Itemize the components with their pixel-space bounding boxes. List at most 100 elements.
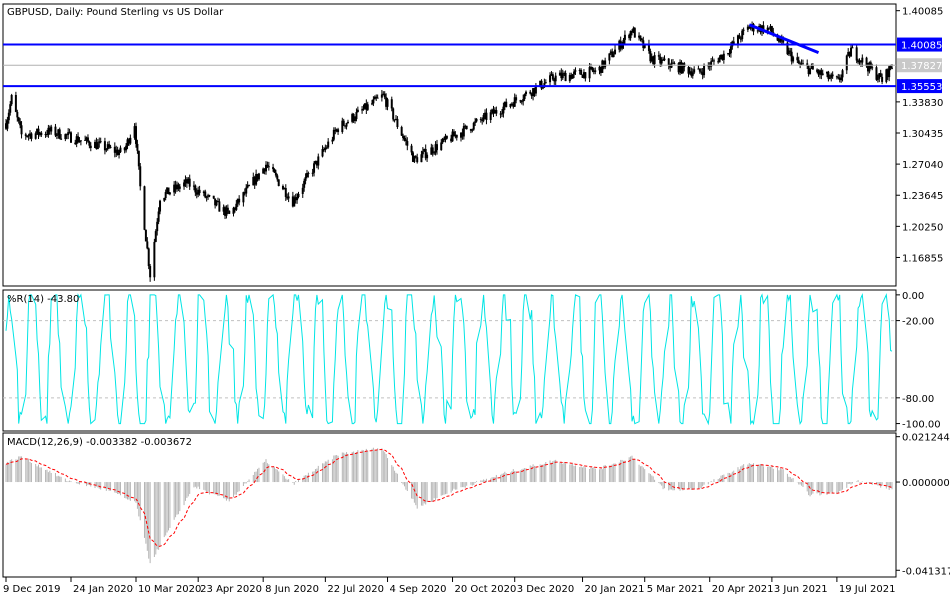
price-levels: [3, 23, 896, 88]
candle-body: [590, 67, 593, 69]
candle-body: [718, 57, 721, 63]
x-tick-label: 24 Jan 2020: [73, 584, 133, 595]
candle-body: [492, 109, 495, 114]
candle-body: [698, 68, 701, 72]
candle-body: [98, 141, 101, 144]
candle-body: [797, 60, 800, 64]
candle-body: [444, 135, 447, 140]
candle-body: [50, 126, 53, 132]
candle-body: [831, 74, 834, 77]
candle-body: [34, 133, 37, 139]
candle-body: [420, 154, 423, 163]
candle-body: [653, 55, 656, 65]
candle-body: [749, 27, 752, 29]
candle-body: [411, 152, 414, 162]
candle-body: [325, 147, 328, 149]
candle-body: [9, 104, 12, 113]
candle-body: [383, 93, 386, 98]
candle-body: [276, 175, 279, 180]
candle-body: [581, 74, 584, 78]
candle-body: [485, 112, 488, 120]
wpr-tick-label: -20.00: [902, 317, 934, 328]
candle-body: [790, 51, 793, 62]
candle-body: [659, 56, 662, 64]
candle-body: [553, 79, 556, 82]
candle-body: [766, 27, 769, 33]
price-tick-label: 1.20250: [902, 222, 943, 233]
candle-body: [246, 185, 249, 188]
candle-body: [707, 65, 710, 67]
candle-body: [739, 38, 742, 40]
x-tick-label: 20 Apr 2021: [712, 584, 774, 595]
macd-tick-label: 0.000000: [902, 478, 950, 489]
candle-body: [539, 80, 542, 87]
candle-body: [838, 78, 841, 81]
candle-body: [673, 63, 676, 65]
candle-body: [215, 200, 218, 206]
candle-body: [871, 67, 874, 69]
wpr-tick-label: -80.00: [902, 394, 934, 405]
x-tick-label: 9 Dec 2019: [3, 584, 61, 595]
candle-body: [202, 191, 205, 194]
candle-body: [560, 72, 563, 79]
candle-body: [703, 65, 706, 76]
candle-body: [722, 53, 725, 60]
candle-body: [321, 149, 324, 157]
x-tick-label: 19 Jul 2021: [839, 584, 896, 595]
candle-body: [36, 128, 39, 134]
candle-body: [564, 73, 567, 82]
candle-body: [64, 134, 67, 140]
candle-body: [669, 65, 672, 68]
candle-body: [532, 88, 535, 97]
candle-body: [424, 148, 427, 159]
candle-body: [435, 144, 438, 151]
candle-body: [621, 44, 624, 49]
candle-body: [582, 72, 585, 78]
candle-body: [19, 121, 22, 126]
candle-body: [858, 60, 861, 63]
candle-body: [828, 77, 831, 79]
candle-body: [505, 101, 508, 108]
candle-body: [693, 69, 696, 73]
candle-body: [570, 74, 573, 79]
candle-body: [29, 133, 32, 136]
candle-body: [317, 156, 320, 166]
candle-body: [472, 122, 475, 130]
candle-body: [690, 71, 693, 76]
candle-body: [563, 73, 566, 75]
candle-body: [185, 179, 188, 184]
candle-body: [406, 141, 409, 146]
candle-body: [123, 147, 126, 151]
candle-body: [679, 62, 682, 73]
candle-body: [177, 184, 180, 189]
candle-body: [599, 66, 602, 73]
candle-body: [334, 129, 337, 132]
candle-body: [640, 38, 643, 41]
candle-body: [363, 103, 366, 109]
wpr-levels: [3, 320, 896, 399]
candle-body: [109, 146, 112, 148]
candle-body: [143, 186, 146, 230]
price-tick-label: 1.27040: [902, 160, 943, 171]
candle-body: [226, 207, 229, 211]
macd-tick-label: 0.021244: [902, 433, 950, 444]
candle-body: [756, 30, 759, 32]
candle-body: [519, 100, 522, 102]
candle-body: [337, 129, 340, 133]
candle-body: [95, 141, 98, 150]
candle-body: [187, 178, 190, 184]
candle-body: [208, 195, 211, 197]
candle-body: [404, 139, 407, 142]
candle-body: [30, 133, 33, 139]
macd-pane-frame: [2, 432, 897, 578]
candle-body: [402, 135, 405, 138]
candle-body: [807, 65, 810, 75]
candle-body: [471, 129, 474, 131]
x-tick-label: 3 Dec 2020: [517, 584, 575, 595]
candle-body: [827, 71, 830, 79]
candle-body: [48, 127, 51, 132]
candle-body: [294, 197, 297, 201]
candle-body: [551, 74, 554, 80]
